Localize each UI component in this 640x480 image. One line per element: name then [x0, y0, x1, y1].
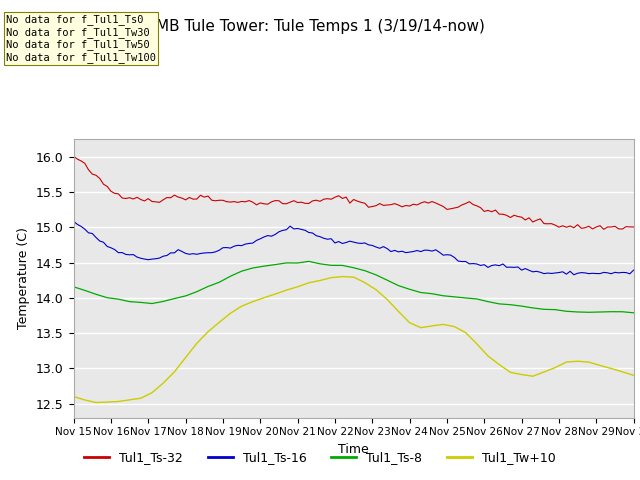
- X-axis label: Time: Time: [338, 443, 369, 456]
- Text: No data for f_Tul1_Ts0
No data for f_Tul1_Tw30
No data for f_Tul1_Tw50
No data f: No data for f_Tul1_Ts0 No data for f_Tul…: [6, 14, 156, 63]
- Legend: Tul1_Ts-32, Tul1_Ts-16, Tul1_Ts-8, Tul1_Tw+10: Tul1_Ts-32, Tul1_Ts-16, Tul1_Ts-8, Tul1_…: [79, 446, 561, 469]
- Text: MB Tule Tower: Tule Temps 1 (3/19/14-now): MB Tule Tower: Tule Temps 1 (3/19/14-now…: [156, 19, 484, 34]
- Y-axis label: Temperature (C): Temperature (C): [17, 228, 31, 329]
